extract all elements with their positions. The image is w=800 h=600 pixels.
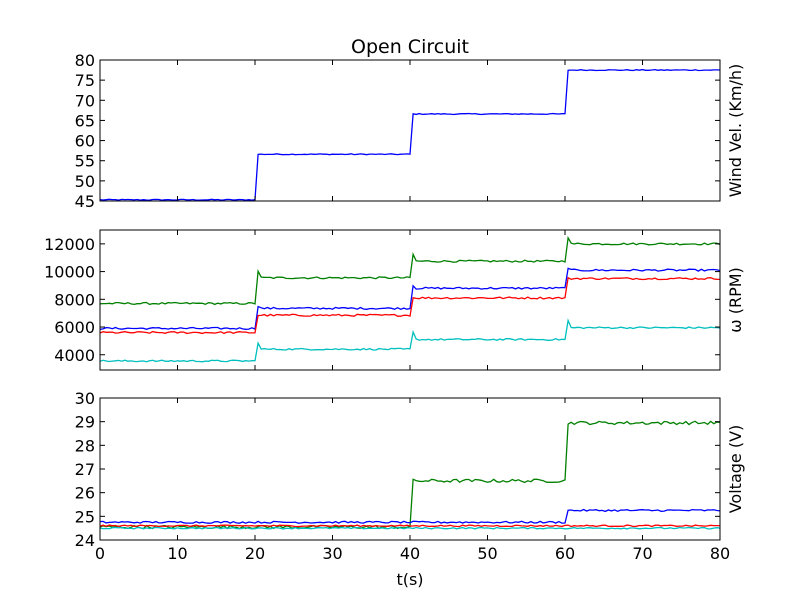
y-axis-label: Voltage (V) (726, 425, 745, 514)
panel-rpm: 4000 6000 8000 10000 12000 ω (RPM) (44, 229, 745, 371)
y-tick-label: 29 (75, 413, 95, 432)
series-line-rpm-0 (100, 235, 720, 306)
y-tick-label: 65 (75, 111, 95, 130)
y-tick-label: 55 (75, 152, 95, 171)
y-tick-label: 8000 (54, 290, 95, 309)
y-tick-label: 6000 (54, 318, 95, 337)
x-tick-label: 50 (477, 544, 497, 563)
x-axis-label: t(s) (396, 570, 423, 589)
y-tick-label: 25 (75, 507, 95, 526)
y-tick-label: 30 (75, 389, 95, 408)
y-tick-label: 80 (75, 51, 95, 70)
y-axis-label: Wind Vel. (Km/h) (726, 64, 745, 198)
x-tick-label: 10 (167, 544, 187, 563)
y-tick-label: 60 (75, 132, 95, 151)
y-tick-label: 75 (75, 71, 95, 90)
x-tick-label: 30 (322, 544, 342, 563)
y-axis-label: ω (RPM) (726, 267, 745, 333)
y-tick-label: 50 (75, 172, 95, 191)
x-tick-label: 20 (245, 544, 265, 563)
series-line-voltage-1 (100, 508, 720, 524)
panel-voltage: 24 25 26 27 28 29 30 Voltage (V) (75, 389, 745, 550)
y-tick-label: 28 (75, 436, 95, 455)
x-tick-label: 70 (632, 544, 652, 563)
y-tick-label: 45 (75, 192, 95, 211)
y-tick-label: 10000 (44, 263, 95, 282)
x-tick-label: 40 (400, 544, 420, 563)
series-line-rpm-3 (100, 318, 720, 363)
y-tick-label: 70 (75, 91, 95, 110)
y-tick-label: 4000 (54, 346, 95, 365)
series-line-wind-0 (100, 68, 720, 201)
series-line-rpm-1 (100, 267, 720, 331)
x-tick-label: 60 (555, 544, 575, 563)
series-line-voltage-3 (100, 526, 720, 530)
y-tick-label: 24 (75, 531, 95, 550)
x-tick-label: 0 (95, 544, 105, 563)
x-tick-label: 80 (710, 544, 730, 563)
series-line-rpm-2 (100, 276, 720, 335)
y-tick-label: 26 (75, 484, 95, 503)
chart-title: Open Circuit (351, 36, 469, 58)
y-tick-label: 27 (75, 460, 95, 479)
y-tick-label: 12000 (44, 235, 95, 254)
series-line-voltage-2 (100, 524, 720, 528)
